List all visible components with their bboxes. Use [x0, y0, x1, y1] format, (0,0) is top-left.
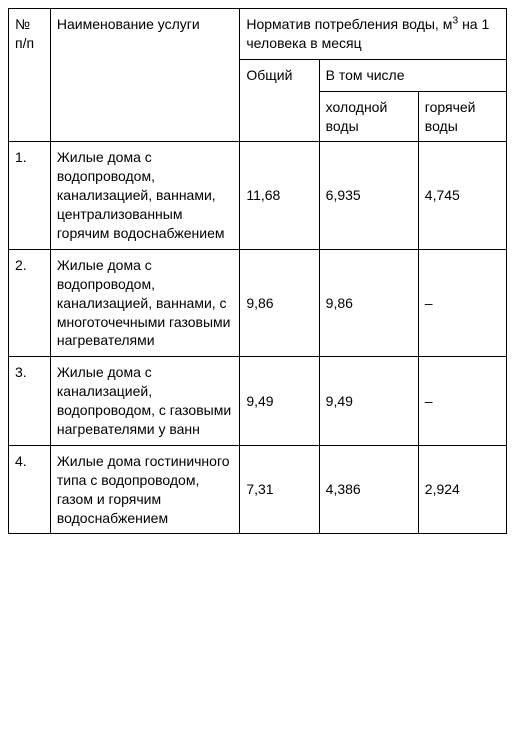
- cell-cold: 4,386: [319, 445, 418, 534]
- cell-num: 4.: [9, 445, 51, 534]
- header-num: № п/п: [9, 9, 51, 142]
- header-hot: горячей воды: [418, 91, 506, 142]
- cell-total: 7,31: [240, 445, 319, 534]
- cell-hot: –: [418, 357, 506, 446]
- table-row: 2. Жилые дома с водопроводом, канализаци…: [9, 249, 507, 356]
- cell-name: Жилые дома с водопроводом, канализацией,…: [50, 249, 239, 356]
- cell-cold: 9,49: [319, 357, 418, 446]
- cell-num: 1.: [9, 142, 51, 249]
- header-cold: холодной воды: [319, 91, 418, 142]
- table-body: 1. Жилые дома с водопроводом, канализаци…: [9, 142, 507, 534]
- header-total: Общий: [240, 59, 319, 142]
- cell-total: 9,49: [240, 357, 319, 446]
- cell-name: Жилые дома с канализацией, водопроводом,…: [50, 357, 239, 446]
- cell-cold: 9,86: [319, 249, 418, 356]
- table-row: 1. Жилые дома с водопроводом, канализаци…: [9, 142, 507, 249]
- cell-name: Жилые дома с водопроводом, канализацией,…: [50, 142, 239, 249]
- cell-total: 9,86: [240, 249, 319, 356]
- cell-cold: 6,935: [319, 142, 418, 249]
- header-row-1: № п/п Наименование услуги Норматив потре…: [9, 9, 507, 60]
- cell-num: 3.: [9, 357, 51, 446]
- table-row: 4. Жилые дома гостиничного типа с водопр…: [9, 445, 507, 534]
- header-norm: Норматив потребления воды, м3 на 1 челов…: [240, 9, 507, 60]
- cell-total: 11,68: [240, 142, 319, 249]
- header-including: В том числе: [319, 59, 506, 91]
- cell-num: 2.: [9, 249, 51, 356]
- cell-hot: –: [418, 249, 506, 356]
- cell-name: Жилые дома гостиничного типа с водопрово…: [50, 445, 239, 534]
- cell-hot: 2,924: [418, 445, 506, 534]
- water-norms-table: № п/п Наименование услуги Норматив потре…: [8, 8, 507, 534]
- table-row: 3. Жилые дома с канализацией, водопровод…: [9, 357, 507, 446]
- header-name: Наименование услуги: [50, 9, 239, 142]
- cell-hot: 4,745: [418, 142, 506, 249]
